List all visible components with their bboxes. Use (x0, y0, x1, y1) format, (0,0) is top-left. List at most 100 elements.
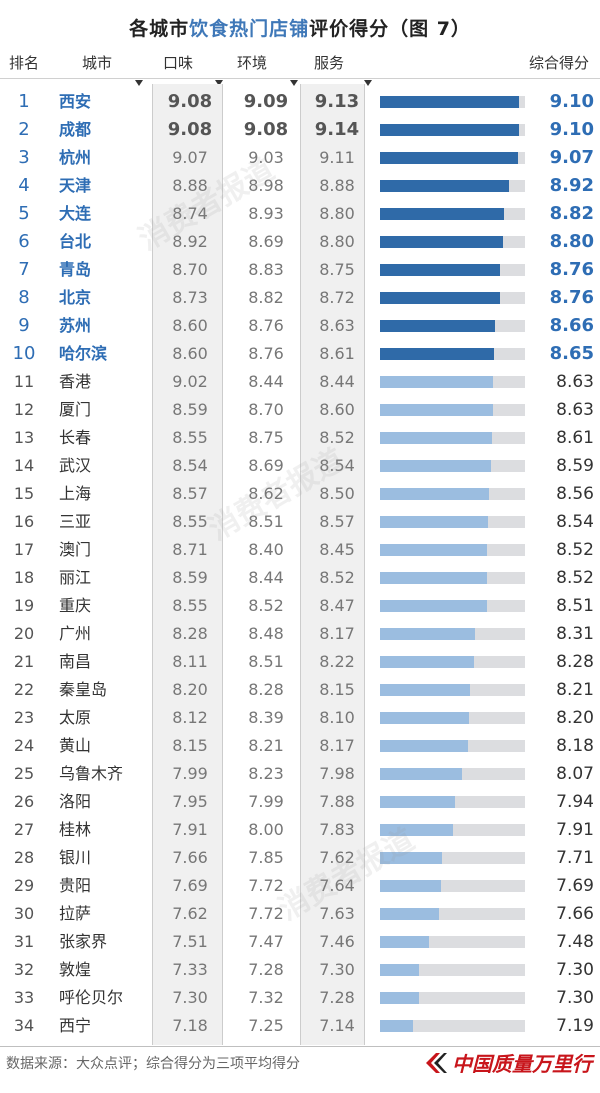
rank-cell: 21 (13, 652, 35, 671)
total-score-cell: 8.52 (556, 540, 594, 560)
city-cell: 苏州 (59, 316, 92, 335)
city-cell: 丽江 (59, 568, 92, 587)
city-cell: 秦皇岛 (59, 680, 108, 699)
service-cell: 8.63 (319, 316, 355, 335)
rank-cell: 25 (13, 764, 35, 783)
rank-cell: 24 (13, 736, 35, 755)
footer-divider (0, 1046, 600, 1047)
environment-cell: 7.85 (248, 848, 284, 867)
score-bar (380, 124, 519, 136)
total-score-cell: 8.59 (556, 456, 594, 476)
score-bar-track (380, 1020, 525, 1032)
total-score-cell: 8.20 (556, 708, 594, 728)
city-cell: 成都 (59, 120, 92, 139)
total-score-cell: 8.80 (549, 231, 594, 252)
table-row: 7 青岛 8.70 8.83 8.75 8.76 (0, 256, 600, 284)
rank-cell: 20 (13, 624, 35, 643)
total-score-cell: 8.63 (556, 400, 594, 420)
taste-cell: 7.51 (172, 932, 208, 951)
table-row: 20 广州 8.28 8.48 8.17 8.31 (0, 620, 600, 648)
brand-name: 中国质量万里行 (452, 1052, 592, 1076)
rank-cell: 32 (13, 960, 35, 979)
score-bar (380, 572, 487, 584)
sort-triangle-icon (215, 80, 223, 86)
rank-cell: 30 (13, 904, 35, 923)
taste-cell: 7.66 (172, 848, 208, 867)
sort-triangle-icon (290, 80, 298, 86)
service-cell: 7.98 (319, 764, 355, 783)
service-cell: 8.80 (319, 232, 355, 251)
service-cell: 8.80 (319, 204, 355, 223)
total-score-cell: 8.61 (556, 428, 594, 448)
total-score-cell: 7.69 (556, 876, 594, 896)
service-cell: 7.46 (319, 932, 355, 951)
title-prefix: 各城市 (129, 18, 190, 40)
taste-cell: 8.60 (172, 344, 208, 363)
city-cell: 西安 (59, 92, 92, 111)
score-bar (380, 208, 504, 220)
environment-cell: 8.48 (248, 624, 284, 643)
score-bar (380, 796, 455, 808)
score-bar (380, 936, 429, 948)
service-cell: 8.72 (319, 288, 355, 307)
rank-cell: 11 (13, 372, 35, 391)
table-row: 6 台北 8.92 8.69 8.80 8.80 (0, 228, 600, 256)
city-cell: 贵阳 (59, 876, 92, 895)
environment-cell: 8.69 (248, 456, 284, 475)
table-row: 24 黄山 8.15 8.21 8.17 8.18 (0, 732, 600, 760)
total-score-cell: 7.66 (556, 904, 594, 924)
table-row: 17 澳门 8.71 8.40 8.45 8.52 (0, 536, 600, 564)
taste-cell: 8.88 (172, 176, 208, 195)
service-cell: 7.14 (319, 1016, 355, 1035)
total-score-cell: 8.56 (556, 484, 594, 504)
rank-cell: 2 (18, 119, 30, 140)
rank-cell: 33 (13, 988, 35, 1007)
environment-cell: 9.08 (243, 119, 289, 140)
score-bar (380, 348, 494, 360)
score-bar (380, 824, 453, 836)
taste-cell: 8.15 (172, 736, 208, 755)
column-divider (364, 84, 365, 1045)
rank-cell: 10 (12, 343, 36, 364)
table-row: 4 天津 8.88 8.98 8.88 8.92 (0, 172, 600, 200)
rank-cell: 29 (13, 876, 35, 895)
taste-cell: 9.02 (172, 372, 208, 391)
city-cell: 厦门 (59, 400, 92, 419)
taste-cell: 8.54 (172, 456, 208, 475)
rank-cell: 19 (13, 596, 35, 615)
rank-cell: 15 (13, 484, 35, 503)
table-row: 22 秦皇岛 8.20 8.28 8.15 8.21 (0, 676, 600, 704)
table-row: 25 乌鲁木齐 7.99 8.23 7.98 8.07 (0, 760, 600, 788)
city-cell: 呼伦贝尔 (59, 988, 124, 1007)
service-cell: 8.47 (319, 596, 355, 615)
environment-cell: 8.51 (248, 512, 284, 531)
service-cell: 8.10 (319, 708, 355, 727)
score-bar (380, 880, 441, 892)
environment-cell: 7.72 (248, 876, 284, 895)
city-cell: 澳门 (59, 540, 92, 559)
environment-cell: 8.93 (248, 204, 284, 223)
total-score-cell: 8.65 (549, 343, 594, 364)
score-bar (380, 320, 495, 332)
total-score-cell: 8.51 (556, 596, 594, 616)
score-bar (380, 488, 489, 500)
table-row: 32 敦煌 7.33 7.28 7.30 7.30 (0, 956, 600, 984)
total-score-cell: 8.82 (549, 203, 594, 224)
table-row: 26 洛阳 7.95 7.99 7.88 7.94 (0, 788, 600, 816)
city-cell: 张家界 (59, 932, 108, 951)
taste-cell: 8.12 (172, 708, 208, 727)
total-score-cell: 8.63 (556, 372, 594, 392)
city-cell: 大连 (59, 204, 92, 223)
rank-cell: 13 (13, 428, 35, 447)
score-bar (380, 740, 468, 752)
total-score-cell: 7.71 (556, 848, 594, 868)
rank-cell: 27 (13, 820, 35, 839)
rank-cell: 8 (18, 287, 30, 308)
city-cell: 青岛 (59, 260, 92, 279)
taste-cell: 8.28 (172, 624, 208, 643)
service-cell: 8.45 (319, 540, 355, 559)
total-score-cell: 8.92 (549, 175, 594, 196)
table-row: 10 哈尔滨 8.60 8.76 8.61 8.65 (0, 340, 600, 368)
rank-cell: 26 (13, 792, 35, 811)
rank-cell: 7 (18, 259, 30, 280)
